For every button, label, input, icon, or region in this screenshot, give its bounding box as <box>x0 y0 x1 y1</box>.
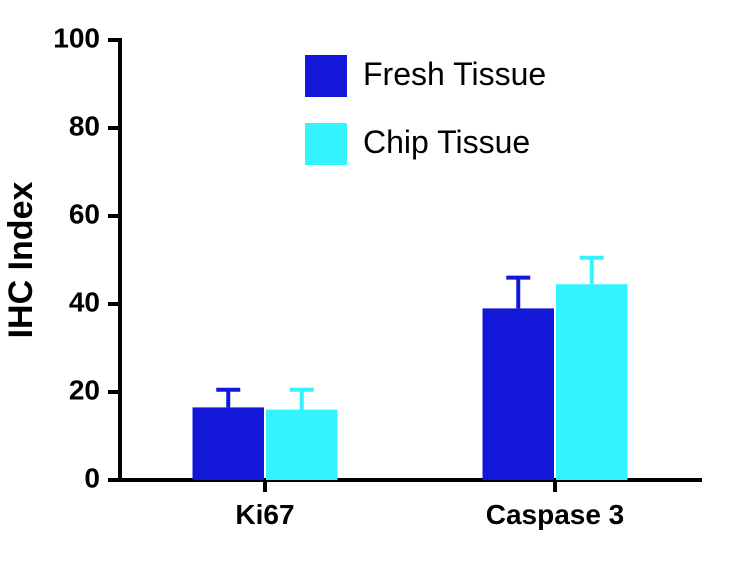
y-tick-label: 80 <box>69 110 100 141</box>
legend-swatch <box>305 55 347 97</box>
legend-label: Chip Tissue <box>363 124 530 160</box>
x-tick-label: Caspase 3 <box>486 499 625 530</box>
legend-label: Fresh Tissue <box>363 56 546 92</box>
y-tick-label: 100 <box>53 22 100 53</box>
legend-swatch <box>305 123 347 165</box>
bar <box>556 284 628 480</box>
ihc-bar-chart: 0 20 40 60 80 100 IHC Index Ki67 Caspase 3 Fresh … <box>0 0 738 576</box>
x-tick-label: Ki67 <box>235 499 294 530</box>
y-tick-label: 20 <box>69 374 100 405</box>
bar <box>483 308 555 480</box>
bar <box>193 407 265 480</box>
y-axis-label: IHC Index <box>2 182 40 339</box>
y-tick-label: 0 <box>84 462 100 493</box>
y-tick-label: 60 <box>69 198 100 229</box>
chart-svg: 0 20 40 60 80 100 IHC Index Ki67 Caspase 3 Fresh … <box>0 0 738 576</box>
y-tick-label: 40 <box>69 286 100 317</box>
bar <box>266 410 338 480</box>
